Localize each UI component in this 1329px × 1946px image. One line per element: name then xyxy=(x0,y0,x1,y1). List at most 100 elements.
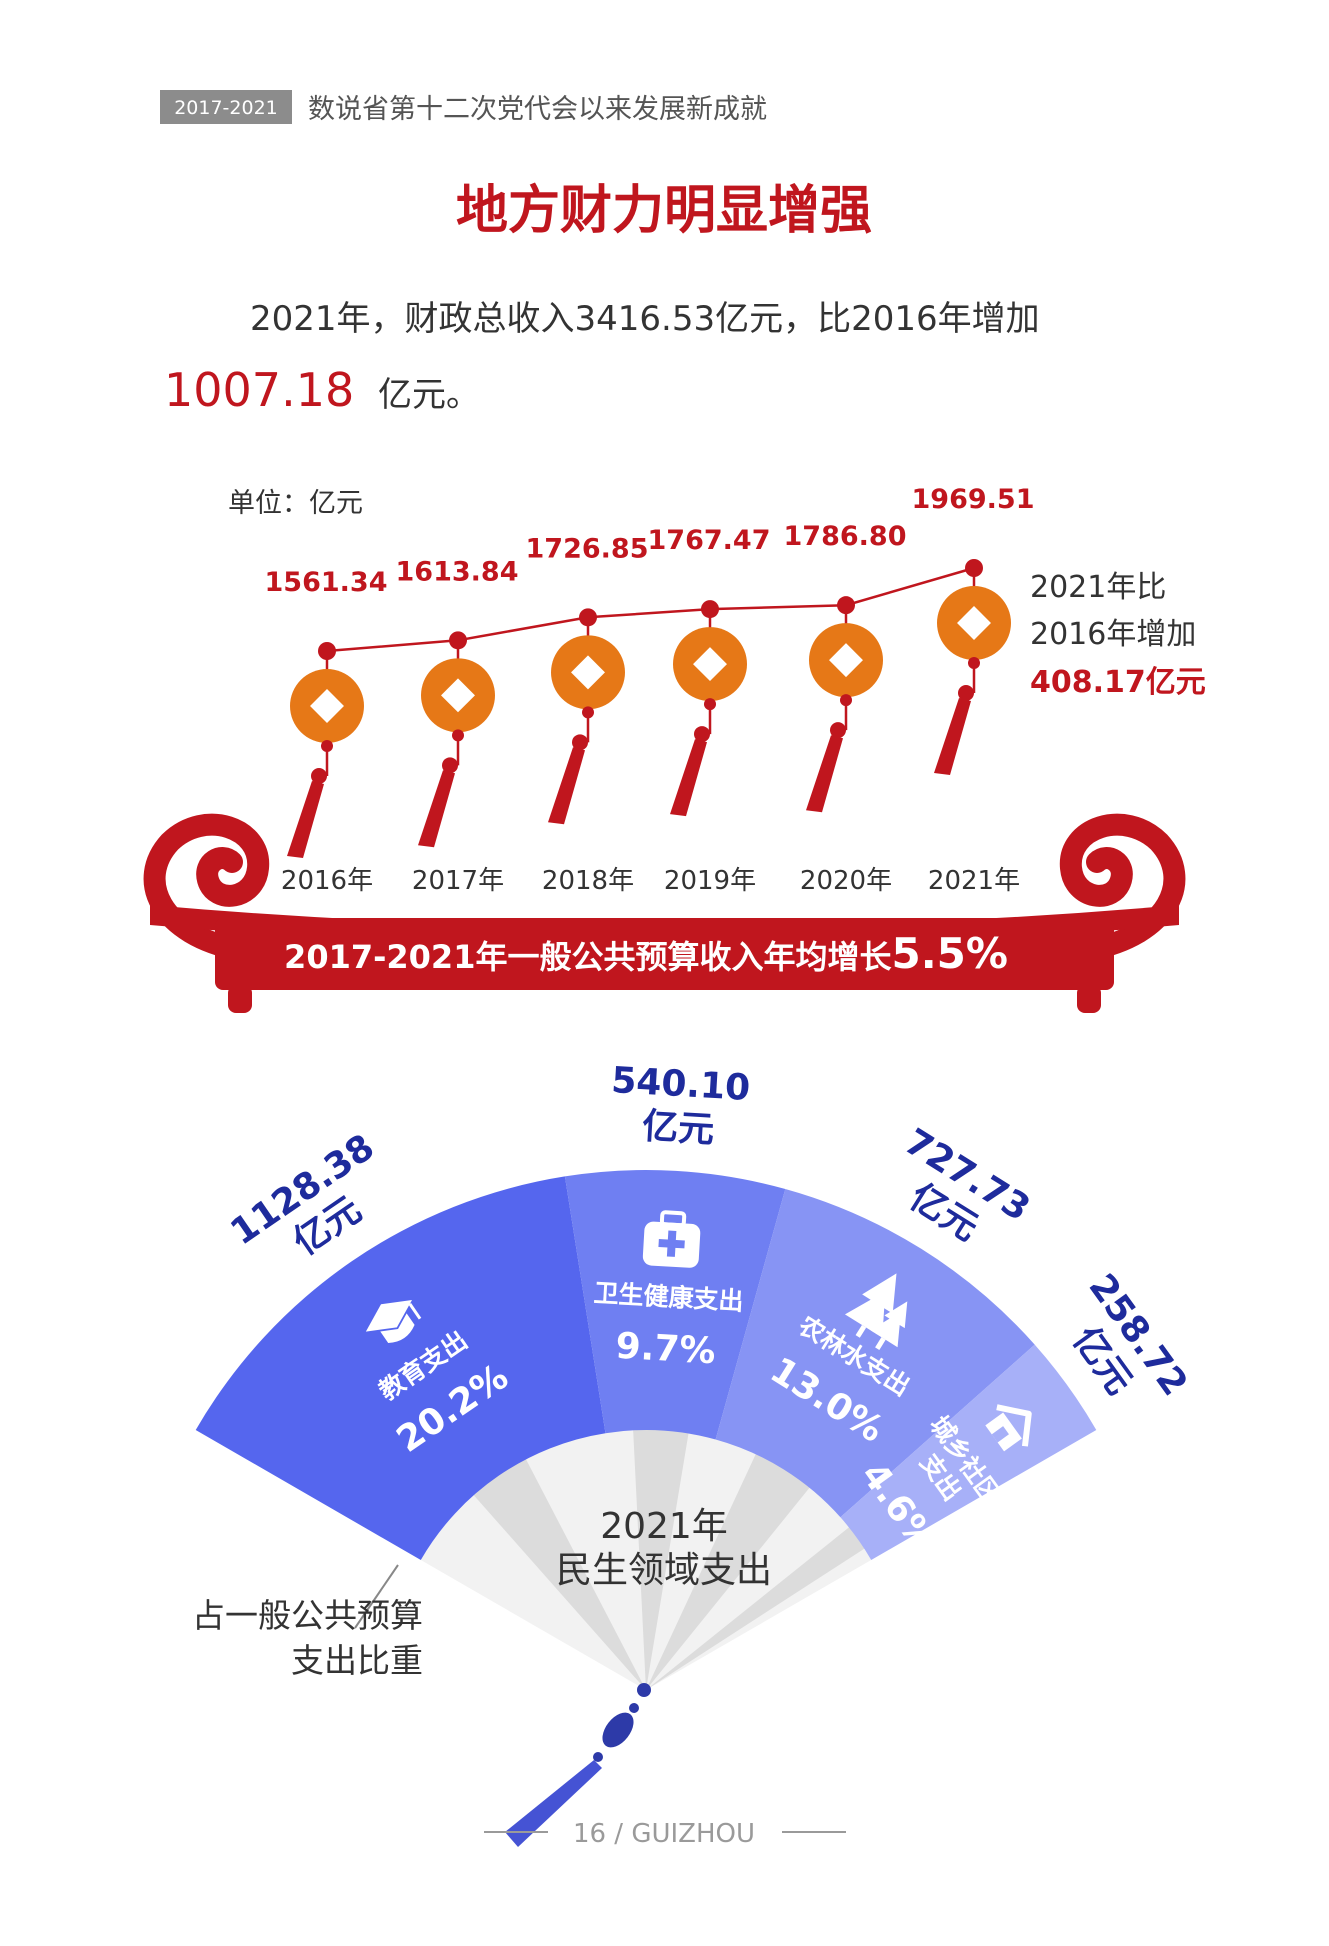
coin-pendant xyxy=(418,631,495,848)
banner-text: 2017-2021年一般公共预算收入年均增长5.5% xyxy=(284,929,1008,978)
callout-line-2: 支出比重 xyxy=(291,1641,423,1680)
tassel-knot-top xyxy=(637,1683,651,1697)
slice-amount: 540.10亿元 xyxy=(608,1060,752,1153)
pendant-bead xyxy=(694,726,710,743)
banner-body xyxy=(215,918,1114,990)
growth-banner: 2017-2021年一般公共预算收入年均增长5.5% xyxy=(143,813,1186,1013)
pendant-bead xyxy=(572,734,588,751)
value-label: 1767.47 xyxy=(648,525,771,556)
value-label: 1786.80 xyxy=(784,521,907,552)
annotation-2021: 2021年比 2016年增加 408.17亿元 xyxy=(1030,570,1206,700)
footer: 16 / GUIZHOU xyxy=(484,1819,846,1849)
annotation-line-1: 2021年比 xyxy=(1030,570,1166,605)
data-point xyxy=(837,596,855,615)
tassel-fringe xyxy=(505,1760,602,1847)
pendant-tassel xyxy=(548,747,585,825)
category-label: 2019年 xyxy=(664,866,756,896)
page-title: 地方财力明显增强 xyxy=(456,181,872,241)
footer-page-label: 16 / GUIZHOU xyxy=(573,1819,755,1849)
category-label: 2021年 xyxy=(928,866,1020,896)
revenue-line-chart: 单位：亿元 1561.34 2016年 1613.84 2017年 1726.85 201… xyxy=(143,484,1206,1013)
value-label: 1561.34 xyxy=(265,567,388,598)
slice-wedge xyxy=(564,1170,786,1440)
coin-hole xyxy=(571,655,605,690)
annotation-line-2: 2016年增加 xyxy=(1030,617,1196,652)
intro-paragraph: 2021年，财政总收入3416.53亿元，比2016年增加 1007.18 亿元… xyxy=(164,299,1040,417)
pendant-bead-top xyxy=(704,698,716,711)
pendant-bead xyxy=(311,768,327,784)
medical-kit-icon xyxy=(642,1210,701,1268)
fan-center-label: 2021年 民生领域支出 xyxy=(556,1506,772,1591)
pendant-bead-top xyxy=(968,657,980,669)
tassel-bead xyxy=(602,1712,634,1748)
category-label: 2016年 xyxy=(281,866,373,896)
category-label: 2020年 xyxy=(800,866,892,896)
coin-hole xyxy=(310,689,344,723)
coin-pendant xyxy=(670,600,747,817)
value-label: 1726.85 xyxy=(526,533,649,564)
unit-label: 单位：亿元 xyxy=(228,488,363,519)
intro-line-2: 亿元。 xyxy=(378,375,480,415)
coin-pendant xyxy=(548,608,625,825)
series-line xyxy=(326,566,975,653)
tassel-knot-mid xyxy=(629,1703,639,1713)
pendant-bead xyxy=(442,757,458,774)
banner-text-main: 2017-2021年一般公共预算收入年均增长 xyxy=(284,938,891,976)
banner-curl-left xyxy=(143,813,270,961)
intro-highlight: 1007.18 xyxy=(164,363,354,417)
pendant-tassel xyxy=(287,781,324,858)
coin-hole xyxy=(829,643,863,678)
center-label-line-1: 2021年 xyxy=(600,1506,728,1547)
coin-hole xyxy=(441,678,475,713)
slice-percent: 9.7% xyxy=(615,1326,717,1373)
header: 2017-2021 数说省第十二次党代会以来发展新成就 xyxy=(160,90,767,125)
pendant-tassel xyxy=(418,770,455,848)
tassel-knot-low xyxy=(593,1752,603,1762)
slice-wedge xyxy=(195,1176,606,1560)
fan-rib xyxy=(470,1454,646,1690)
livelihood-fan-chart: 教育支出20.2%1128.38亿元卫生健康支出9.7%540.10亿元农林水支… xyxy=(192,1060,1195,1847)
line-marks: 1561.34 2016年 1613.84 2017年 1726.85 2018年 1767… xyxy=(265,484,1035,896)
slice-wedge xyxy=(715,1189,1035,1518)
pendant-bead-top xyxy=(582,706,594,719)
coin-hole xyxy=(693,647,727,682)
coin-pendant xyxy=(287,642,364,858)
pendant-tassel xyxy=(670,739,707,817)
slice-wedge xyxy=(840,1344,1097,1560)
callout-line-1: 占一般公共预算 xyxy=(192,1596,423,1635)
pendant-bead xyxy=(830,722,846,739)
banner-foot-right xyxy=(1077,985,1101,1013)
banner-foot-left xyxy=(228,985,252,1013)
fan-rib xyxy=(646,1449,813,1690)
coin-hole xyxy=(957,606,991,640)
center-label-line-2: 民生领域支出 xyxy=(556,1550,772,1591)
value-label: 1969.51 xyxy=(912,484,1035,515)
category-label: 2018年 xyxy=(542,866,634,896)
house-icon xyxy=(985,1404,1032,1452)
header-badge-bg xyxy=(160,90,292,124)
banner-highlight: 5.5% xyxy=(891,929,1007,978)
pendant-bead-top xyxy=(321,740,333,752)
pendant-bead xyxy=(958,685,974,701)
header-subtitle: 数说省第十二次党代会以来发展新成就 xyxy=(308,94,767,125)
category-label: 2017年 xyxy=(412,866,504,896)
coin-pendant xyxy=(934,559,1011,775)
intro-line-1: 2021年，财政总收入3416.53亿元，比2016年增加 xyxy=(250,299,1040,339)
fan-tassel xyxy=(505,1683,651,1847)
pendant-bead-top xyxy=(452,729,464,742)
fan-ribs xyxy=(420,1425,872,1690)
pendant-tassel xyxy=(806,735,843,813)
header-badge: 2017-2021 xyxy=(174,97,278,119)
data-point xyxy=(579,608,597,627)
callout-leader-line xyxy=(354,1564,399,1629)
tree-icon xyxy=(844,1273,908,1350)
data-point xyxy=(449,631,467,650)
pendant-bead-top xyxy=(840,694,852,707)
pendant-tassel xyxy=(934,698,971,775)
coin-pendant xyxy=(806,596,883,813)
value-label: 1613.84 xyxy=(396,556,519,587)
data-point xyxy=(318,642,336,660)
